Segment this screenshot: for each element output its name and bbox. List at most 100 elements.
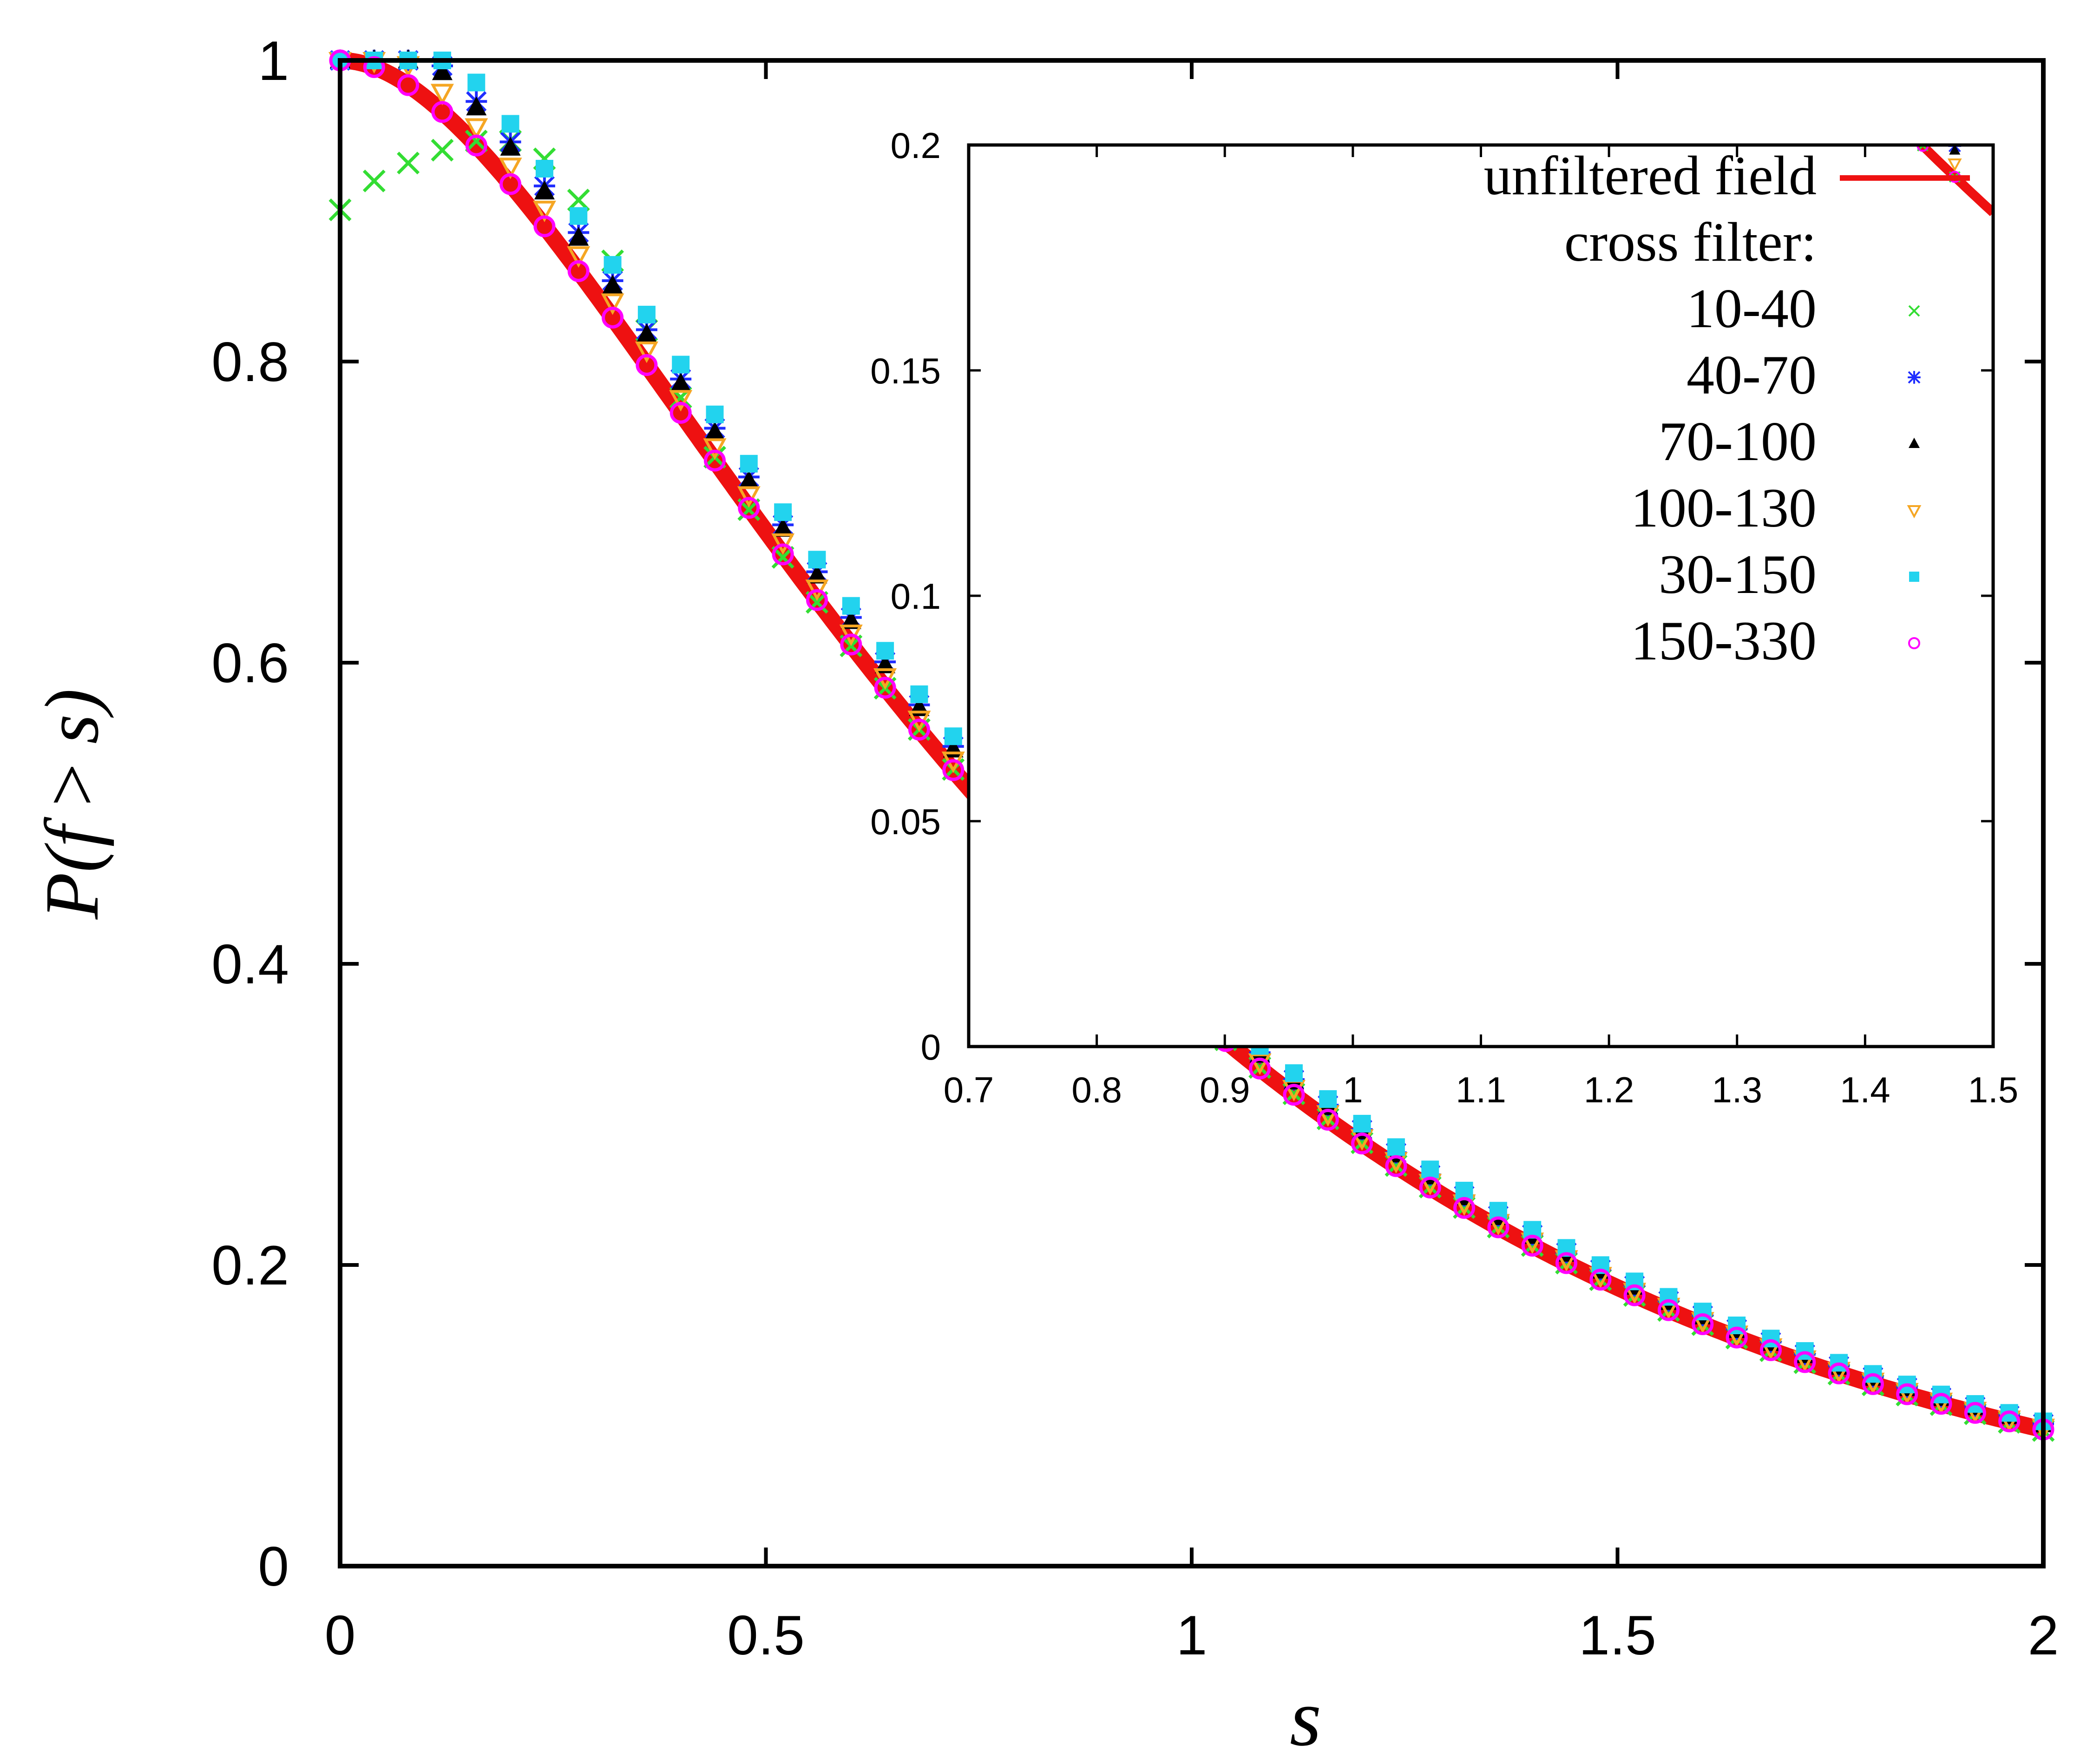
data-point bbox=[1455, 1181, 1473, 1199]
data-point bbox=[771, 533, 795, 555]
data-point bbox=[942, 759, 965, 781]
legend-marker bbox=[1909, 572, 1919, 582]
data-point bbox=[1419, 1176, 1441, 1199]
data-point bbox=[1283, 1084, 1305, 1106]
data-point bbox=[704, 422, 725, 441]
data-point bbox=[1353, 1114, 1371, 1133]
data-point bbox=[637, 305, 656, 323]
data-point bbox=[1657, 1299, 1680, 1321]
data-point bbox=[1623, 1284, 1646, 1306]
y-tick-label: 1 bbox=[258, 30, 289, 92]
legend-label: 30-150 bbox=[1659, 543, 1817, 605]
data-point bbox=[774, 503, 792, 521]
data-point bbox=[1949, 145, 1961, 155]
legend-marker bbox=[1907, 505, 1922, 519]
data-point bbox=[706, 405, 724, 423]
data-point bbox=[1853, 46, 1864, 56]
inset-plot: 0.7 0.8 0.9 1 1.1 1.2 1.3 1.4 1.5 0 0.05 0.1 0.15 0.2… bbox=[870, 0, 2018, 1110]
data-point bbox=[738, 470, 759, 489]
legend-marker bbox=[1908, 637, 1920, 649]
inset-y-tick-label: 0.15 bbox=[870, 350, 941, 391]
data-point bbox=[1854, 75, 1864, 86]
data-point bbox=[1249, 1057, 1271, 1080]
data-point bbox=[1998, 1410, 2021, 1433]
data-point bbox=[1820, 6, 1833, 19]
data-point bbox=[363, 56, 385, 78]
y-axis-label-part: s bbox=[29, 714, 114, 744]
data-point bbox=[431, 138, 454, 162]
data-point bbox=[397, 74, 420, 96]
data-point bbox=[465, 134, 487, 157]
inset-series-40-70 bbox=[1820, 6, 1962, 152]
data-point bbox=[1885, 79, 1897, 90]
data-point bbox=[1692, 1313, 1714, 1336]
data-point bbox=[1589, 1269, 1612, 1291]
y-tick-label: 0.4 bbox=[211, 933, 289, 995]
data-point bbox=[1854, 27, 1864, 38]
data-point bbox=[1759, 1339, 1782, 1361]
data-point bbox=[534, 180, 555, 200]
inset-x-tick-label: 0.7 bbox=[944, 1069, 994, 1110]
data-point bbox=[772, 543, 794, 566]
data-point bbox=[499, 158, 522, 179]
inset-series-100-130 bbox=[1789, 0, 1962, 172]
data-point bbox=[840, 610, 861, 629]
inset-y-tick-label: 0.2 bbox=[891, 125, 941, 166]
data-point bbox=[501, 115, 519, 133]
data-point bbox=[908, 718, 930, 741]
data-point bbox=[500, 137, 521, 156]
x-tick-label: 1 bbox=[1176, 1604, 1208, 1666]
x-tick-label: 0.5 bbox=[727, 1604, 805, 1666]
data-point bbox=[1789, 0, 1800, 2]
data-point bbox=[669, 390, 693, 412]
data-point bbox=[466, 96, 487, 116]
main-axis-labels: s P(f > s) bbox=[29, 689, 1321, 1752]
data-point bbox=[465, 130, 488, 153]
data-point bbox=[570, 207, 588, 225]
data-point bbox=[635, 341, 658, 363]
legend-marker bbox=[1909, 437, 1920, 448]
data-point bbox=[499, 173, 522, 195]
data-point bbox=[1822, 0, 1832, 2]
data-point bbox=[842, 597, 860, 615]
y-tick-label: 0.6 bbox=[211, 632, 289, 694]
data-point bbox=[567, 189, 590, 211]
legend-label: 100-130 bbox=[1631, 477, 1817, 539]
main-plot-frame bbox=[338, 58, 2046, 1568]
data-point bbox=[1884, 75, 1897, 88]
x-tick-label: 2 bbox=[2028, 1604, 2059, 1666]
data-point bbox=[1947, 158, 1962, 172]
data-point bbox=[1896, 1383, 1918, 1405]
legend-marker bbox=[1908, 305, 1920, 317]
x-tick-label: 1.5 bbox=[1579, 1604, 1656, 1666]
data-point bbox=[1854, 75, 1864, 85]
data-point bbox=[1317, 1109, 1339, 1131]
legend-label: 150-330 bbox=[1631, 610, 1817, 672]
data-point bbox=[467, 73, 486, 92]
data-point bbox=[568, 227, 589, 246]
data-point bbox=[1555, 1252, 1578, 1274]
data-point bbox=[1487, 1216, 1509, 1238]
data-point bbox=[1821, 27, 1832, 38]
data-point bbox=[874, 677, 896, 699]
inset-x-tick-label: 1.2 bbox=[1584, 1069, 1634, 1110]
data-point bbox=[465, 118, 488, 140]
data-point bbox=[1351, 1133, 1373, 1155]
data-point bbox=[601, 293, 624, 315]
y-tick-label: 0.8 bbox=[211, 331, 289, 393]
data-point bbox=[1886, 108, 1896, 119]
data-point bbox=[1421, 1160, 1439, 1179]
data-point bbox=[876, 642, 894, 660]
data-point bbox=[806, 589, 828, 611]
x-axis-label: s bbox=[1290, 1673, 1321, 1752]
data-point bbox=[430, 84, 454, 105]
data-point bbox=[672, 356, 690, 374]
inset-y-tick-label: 0 bbox=[921, 1027, 941, 1067]
data-point bbox=[1917, 95, 1928, 105]
inset-x-tick-label: 1.3 bbox=[1712, 1069, 1762, 1110]
data-point bbox=[1930, 1393, 1952, 1415]
data-point bbox=[567, 260, 590, 282]
data-point bbox=[1285, 1064, 1303, 1082]
